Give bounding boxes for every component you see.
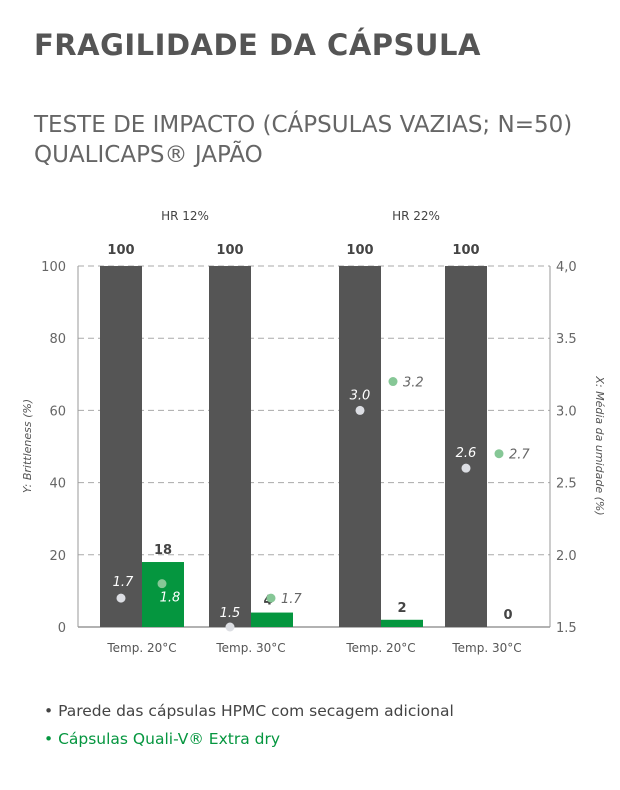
x-tick-label: Temp. 30°C: [451, 641, 521, 655]
bar-quali-v: [251, 612, 293, 627]
y-tick-label: 40: [49, 477, 66, 492]
moisture-dot: [266, 593, 276, 603]
y2-tick-label: 3.5: [556, 332, 577, 347]
y-tick-label: 60: [49, 404, 66, 419]
bar-value-label: 100: [346, 243, 373, 258]
bar-value-label: 100: [452, 243, 479, 258]
chart-subtitle: TESTE DE IMPACTO (CÁPSULAS VAZIAS; N=50): [34, 112, 573, 138]
bar-value-label: 2: [397, 601, 406, 616]
legend-item-quali-v: • Cápsulas Quali-V® Extra dry: [44, 730, 281, 748]
bar-quali-v: [142, 562, 184, 627]
moisture-dot: [225, 622, 235, 632]
moisture-label: 1.8: [160, 591, 181, 606]
moisture-dot: [157, 579, 167, 589]
bar-hpmc: [339, 266, 381, 627]
y-axis-label: Y: Brittleness (%): [21, 399, 34, 493]
moisture-label: 2.7: [509, 448, 530, 463]
bar-hpmc: [445, 266, 487, 627]
moisture-label: 2.6: [456, 446, 477, 461]
moisture-label: 3.2: [403, 376, 424, 391]
moisture-dot: [388, 377, 398, 387]
y2-tick-label: 3.0: [556, 404, 577, 419]
bar-value-label: 0: [503, 608, 512, 623]
bar-value-label: 100: [107, 243, 134, 258]
moisture-dot: [355, 405, 365, 415]
page-title: FRAGILIDADE DA CÁPSULA: [34, 28, 481, 62]
y-tick-label: 20: [49, 549, 66, 564]
bar-hpmc: [100, 266, 142, 627]
y-tick-label: 100: [41, 260, 66, 275]
moisture-label: 1.7: [281, 592, 302, 607]
moisture-label: 1.7: [113, 575, 134, 590]
bar-value-label: 100: [216, 243, 243, 258]
moisture-dot: [116, 593, 126, 603]
moisture-dot: [494, 449, 504, 459]
x-tick-label: Temp. 30°C: [215, 641, 285, 655]
y2-tick-label: 2.5: [556, 477, 577, 492]
bar-quali-v: [381, 619, 423, 627]
y2-tick-label: 1.5: [556, 621, 577, 636]
y2-tick-label: 2.0: [556, 549, 577, 564]
group-label: HR 22%: [392, 209, 440, 223]
y-tick-label: 0: [58, 621, 66, 636]
moisture-label: 1.5: [220, 606, 241, 621]
y2-axis-label: X: Média da umidade (%): [593, 375, 606, 515]
bar-hpmc: [209, 266, 251, 627]
legend-item-hpmc: • Parede das cápsulas HPMC com secagem a…: [44, 702, 454, 720]
y2-tick-label: 4,0: [556, 260, 577, 275]
x-tick-label: Temp. 20°C: [345, 641, 415, 655]
y-tick-label: 80: [49, 332, 66, 347]
bar-value-label: 18: [154, 543, 172, 558]
group-label: HR 12%: [161, 209, 209, 223]
moisture-label: 3.0: [350, 388, 371, 403]
x-tick-label: Temp. 20°C: [106, 641, 176, 655]
chart-subtitle-2: QUALICAPS® JAPÃO: [34, 142, 263, 168]
moisture-dot: [461, 463, 471, 473]
